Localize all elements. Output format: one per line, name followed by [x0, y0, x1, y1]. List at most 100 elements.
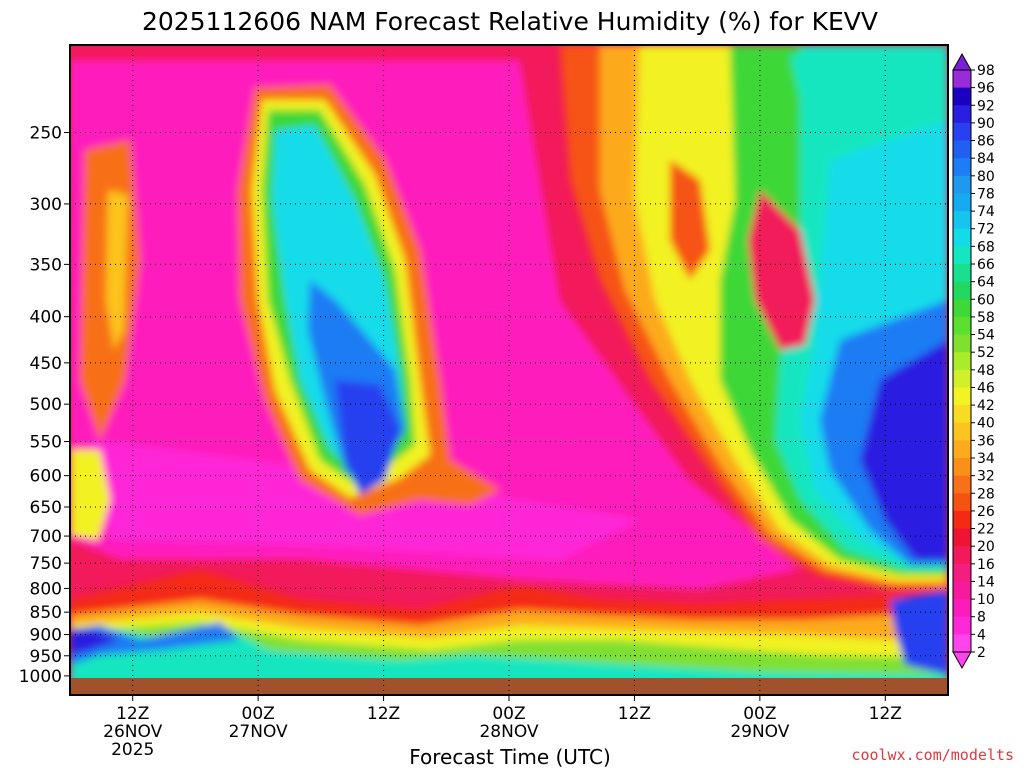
- y-tick-label: 550: [30, 433, 62, 453]
- y-tick-label: 850: [30, 603, 62, 623]
- colorbar-swatch: [953, 122, 971, 142]
- colorbar-label: 10: [977, 592, 995, 608]
- colorbar-swatch: [953, 140, 971, 159]
- left-edge-moist: [70, 450, 110, 540]
- grid: [70, 45, 948, 695]
- colorbar-swatch: [953, 475, 971, 494]
- colorbar-label: 20: [977, 539, 995, 555]
- x-tick-label: 26NOV: [103, 722, 162, 742]
- right-dry-pocket-2: [670, 160, 710, 280]
- colorbar-swatch: [953, 352, 971, 371]
- colorbar-label: 26: [977, 504, 995, 520]
- low-blue-right: [890, 590, 948, 675]
- colorbar-label: 96: [977, 81, 995, 97]
- colorbar-swatch: [953, 422, 971, 441]
- y-tick-label: 650: [30, 498, 62, 518]
- colorbar-swatch: [953, 563, 971, 582]
- colorbar-swatch: [953, 70, 971, 89]
- colorbar-swatch: [953, 528, 971, 547]
- colorbar-swatch: [953, 316, 971, 336]
- x-tick-label: 2025: [111, 740, 154, 760]
- y-tick-label: 500: [30, 395, 62, 415]
- x-tick-label: 00Z: [743, 704, 776, 724]
- colorbar-label: 22: [977, 522, 995, 538]
- colorbar-swatch: [953, 581, 971, 600]
- y-tick-label: 450: [30, 354, 62, 374]
- colorbar-swatch: [953, 599, 971, 618]
- colorbar-swatch: [953, 158, 971, 177]
- colorbar-label: 74: [977, 204, 995, 220]
- colorbar-swatch: [953, 281, 971, 300]
- watermark: coolwx.com/modelts: [851, 746, 1014, 764]
- colorbar-label: 36: [977, 433, 995, 449]
- colorbar: 9896929086848078747268666460585452484642…: [952, 52, 995, 670]
- colorbar-label: 34: [977, 451, 995, 467]
- ground-layer: [70, 678, 948, 695]
- colorbar-label: 54: [977, 328, 995, 344]
- colorbar-label: 52: [977, 345, 995, 361]
- x-tick-label: 28NOV: [479, 722, 538, 742]
- colorbar-label: 98: [977, 63, 995, 79]
- colorbar-swatch: [953, 175, 971, 194]
- colorbar-swatch: [953, 440, 971, 459]
- y-tick-label: 250: [30, 123, 62, 143]
- colorbar-label: 14: [977, 574, 995, 590]
- colorbar-frame: [952, 69, 972, 653]
- colorbar-label: 84: [977, 151, 995, 167]
- colorbar-swatch: [953, 387, 971, 406]
- x-tick-label: 12Z: [618, 704, 651, 724]
- y-tick-label: 600: [30, 467, 62, 487]
- y-tick-label: 900: [30, 626, 62, 646]
- colorbar-label: 80: [977, 169, 995, 185]
- colorbar-label: 28: [977, 486, 995, 502]
- colorbar-swatch: [953, 546, 971, 565]
- colorbar-swatch: [953, 211, 971, 230]
- colorbar-label: 32: [977, 469, 995, 485]
- colorbar-label: 48: [977, 363, 995, 379]
- x-tick-label: 29NOV: [730, 722, 789, 742]
- x-tick-label: 00Z: [242, 704, 275, 724]
- x-tick-label: 00Z: [492, 704, 525, 724]
- colorbar-swatch: [953, 369, 971, 388]
- x-axis-label: Forecast Time (UTC): [409, 745, 611, 768]
- colorbar-swatch: [953, 228, 971, 247]
- colorbar-swatch: [953, 510, 971, 530]
- colorbar-label: 2: [977, 645, 986, 661]
- y-tick-label: 400: [30, 308, 62, 328]
- left-moist-streak-core: [106, 190, 128, 350]
- colorbar-label: 58: [977, 310, 995, 326]
- colorbar-swatch: [953, 493, 971, 512]
- plot-area: [70, 45, 948, 695]
- y-axis: 250 300 350 400 450 500 550 600 650 700 750 800 850 9…: [19, 123, 70, 687]
- colorbar-label: 60: [977, 292, 995, 308]
- humidity-field: [70, 45, 948, 695]
- colorbar-swatch: [953, 405, 971, 424]
- colorbar-label: 40: [977, 416, 995, 432]
- y-tick-label: 750: [30, 554, 62, 574]
- low-darkblue: [70, 628, 120, 655]
- colorbar-swatch: [953, 616, 971, 635]
- x-tick-label: 12Z: [116, 704, 149, 724]
- y-tick-label: 950: [30, 647, 62, 667]
- y-tick-label: 300: [30, 195, 62, 215]
- y-tick-label: 350: [30, 255, 62, 275]
- central-column-dark: [335, 380, 400, 495]
- colorbar-label: 8: [977, 610, 986, 626]
- y-tick-label: 1000: [19, 667, 62, 687]
- colorbar-label: 64: [977, 275, 995, 291]
- colorbar-swatch: [953, 634, 971, 653]
- colorbar-label: 46: [977, 380, 995, 396]
- colorbar-label: 86: [977, 134, 995, 150]
- colorbar-min-arrow: [952, 651, 972, 670]
- right-moist-darkblue: [860, 340, 948, 560]
- colorbar-label: 68: [977, 239, 995, 255]
- colorbar-swatch: [953, 87, 971, 106]
- chart-title: 2025112606 NAM Forecast Relative Humidit…: [142, 7, 878, 36]
- colorbar-swatch: [953, 458, 971, 477]
- colorbar-swatch: [953, 264, 971, 283]
- colorbar-label: 4: [977, 627, 986, 643]
- upper-right-green-patch: [790, 50, 900, 110]
- x-tick-label: 12Z: [869, 704, 902, 724]
